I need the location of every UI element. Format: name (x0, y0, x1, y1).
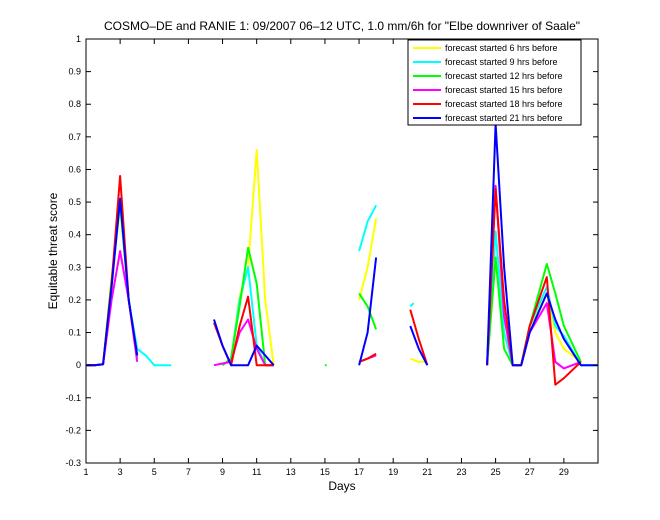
y-tick-label: 0 (76, 360, 81, 370)
series-line (358, 292, 378, 330)
y-tick-label: 0.5 (68, 197, 81, 207)
series-line (358, 204, 377, 252)
y-axis: -0.3 -0.2 -0.1 0 0.1 0.2 0.3 0.4 0.5 0.6 0.7 0.8 0.9… (65, 34, 598, 468)
x-tick-label: 29 (559, 467, 569, 477)
series-line (358, 218, 378, 301)
chart-title: COSMO–DE and RANIE 1: 09/2007 06–12 UTC,… (104, 19, 580, 33)
x-axis-label: Days (328, 479, 355, 493)
y-axis-label: Equitable threat score (46, 192, 60, 309)
y-tick-label: 0.8 (68, 99, 81, 109)
series-line (358, 257, 378, 366)
legend-items: forecast started 6 hrs before forecast st… (413, 43, 563, 123)
x-tick-label: 11 (252, 467, 261, 477)
legend-label: forecast started 18 hrs before (445, 99, 563, 109)
y-tick-label: -0.3 (65, 458, 81, 468)
x-tick-label: 23 (456, 467, 466, 477)
y-tick-label: 0.4 (68, 230, 81, 240)
series-line (486, 122, 598, 367)
y-tick-label: -0.1 (65, 393, 81, 403)
x-tick-label: 9 (220, 467, 225, 477)
series-line (213, 318, 274, 367)
x-axis: 1 3 5 7 9 11 13 15 17 19 21 23 25 27 29 (83, 39, 569, 477)
y-tick-label: 0.1 (68, 328, 81, 338)
y-tick-label: 0.7 (68, 132, 81, 142)
series-line (409, 302, 415, 308)
y-tick-label: 1 (76, 34, 81, 44)
legend-box (407, 39, 582, 126)
legend-label: forecast started 21 hrs before (445, 113, 563, 123)
x-tick-label: 7 (186, 467, 191, 477)
series-line (86, 197, 139, 367)
legend-label: forecast started 9 hrs before (445, 57, 558, 67)
series-line (213, 319, 275, 367)
x-tick-label: 19 (388, 467, 398, 477)
series-line (409, 325, 429, 366)
legend-label: forecast started 15 hrs before (445, 85, 563, 95)
legend-label: forecast started 6 hrs before (445, 43, 558, 53)
y-tick-label: 0.3 (68, 262, 81, 272)
y-tick-label: 0.2 (68, 295, 81, 305)
series-line (358, 352, 377, 363)
x-tick-label: 27 (525, 467, 535, 477)
x-tick-label: 5 (152, 467, 157, 477)
series-line (409, 309, 429, 366)
x-tick-label: 3 (118, 467, 123, 477)
legend: forecast started 6 hrs before forecast st… (407, 39, 582, 126)
x-tick-label: 17 (354, 467, 364, 477)
y-tick-label: 0.6 (68, 164, 81, 174)
legend-label: forecast started 12 hrs before (445, 71, 563, 81)
x-tick-label: 15 (320, 467, 330, 477)
x-tick-label: 13 (286, 467, 296, 477)
x-tick-label: 1 (83, 467, 88, 477)
x-tick-label: 25 (491, 467, 501, 477)
y-tick-label: 0.9 (68, 67, 81, 77)
x-tick-label: 21 (422, 467, 432, 477)
y-tick-label: -0.2 (65, 425, 81, 435)
series-layer (86, 122, 598, 386)
series-6 (86, 122, 598, 367)
